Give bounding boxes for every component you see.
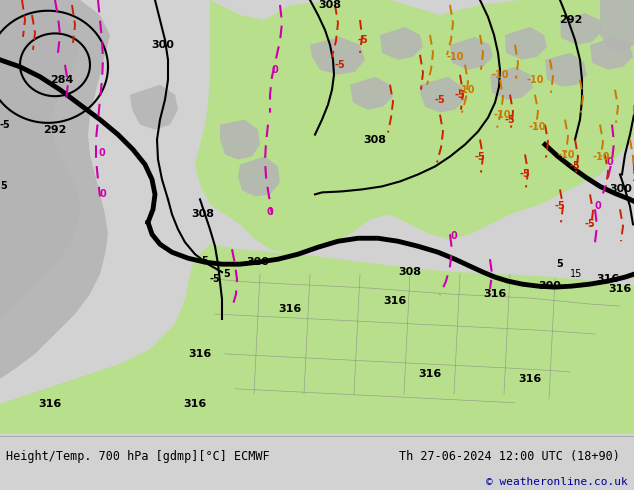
Polygon shape	[420, 77, 465, 113]
Text: 0: 0	[607, 157, 613, 168]
Text: -5: -5	[569, 162, 580, 172]
Text: -10: -10	[592, 151, 610, 162]
Text: 0: 0	[99, 147, 105, 157]
Text: -10: -10	[493, 110, 511, 120]
Text: 316: 316	[39, 399, 61, 409]
Text: 308: 308	[399, 267, 422, 277]
Text: -10: -10	[457, 85, 475, 95]
Text: © weatheronline.co.uk: © weatheronline.co.uk	[486, 477, 628, 487]
Text: 316: 316	[519, 374, 541, 384]
Polygon shape	[130, 85, 178, 129]
Text: 292: 292	[43, 124, 67, 135]
Text: -5: -5	[0, 120, 11, 130]
Text: 0: 0	[100, 190, 107, 199]
Text: 5: 5	[0, 181, 7, 192]
Polygon shape	[545, 53, 587, 87]
Text: 308: 308	[191, 209, 214, 220]
Text: 316: 316	[278, 304, 302, 314]
Polygon shape	[590, 37, 633, 70]
Polygon shape	[505, 27, 547, 60]
Polygon shape	[220, 120, 260, 160]
Text: 316: 316	[188, 349, 212, 359]
Text: 300: 300	[538, 281, 562, 291]
Polygon shape	[350, 77, 393, 110]
Text: 292: 292	[559, 15, 583, 25]
Text: 5: 5	[202, 256, 209, 266]
Text: 0: 0	[267, 207, 273, 218]
Text: 316: 316	[418, 369, 442, 379]
Polygon shape	[0, 0, 80, 319]
Text: 316: 316	[384, 296, 406, 306]
Text: 0: 0	[451, 231, 457, 241]
Text: Height/Temp. 700 hPa [gdmp][°C] ECMWF: Height/Temp. 700 hPa [gdmp][°C] ECMWF	[6, 450, 270, 463]
Text: -10: -10	[446, 52, 463, 62]
Text: -5: -5	[520, 170, 531, 179]
Text: -5: -5	[335, 60, 346, 70]
Text: 300: 300	[247, 257, 269, 267]
Text: 316: 316	[483, 289, 507, 299]
Text: -5: -5	[585, 220, 595, 229]
Text: -5: -5	[358, 35, 368, 45]
Text: 0: 0	[595, 201, 602, 211]
Polygon shape	[238, 156, 280, 196]
Text: -5: -5	[210, 274, 221, 284]
Text: 308: 308	[363, 135, 387, 145]
Text: 316: 316	[609, 284, 631, 294]
Text: 300: 300	[152, 40, 174, 50]
Polygon shape	[600, 0, 634, 53]
Text: 0: 0	[271, 65, 278, 75]
Text: -10: -10	[528, 122, 546, 132]
Polygon shape	[0, 244, 634, 434]
Text: -5: -5	[455, 90, 465, 99]
Polygon shape	[450, 37, 493, 70]
Text: -10: -10	[491, 70, 508, 80]
Text: 316: 316	[183, 399, 207, 409]
Polygon shape	[195, 0, 634, 254]
Text: 316: 316	[597, 274, 619, 284]
Text: -5: -5	[555, 201, 566, 211]
Text: -10: -10	[526, 75, 544, 85]
Text: 15: 15	[570, 269, 582, 279]
Text: Th 27-06-2024 12:00 UTC (18+90): Th 27-06-2024 12:00 UTC (18+90)	[399, 450, 620, 463]
Polygon shape	[560, 13, 602, 45]
Polygon shape	[310, 37, 365, 75]
Polygon shape	[0, 0, 110, 379]
Text: 308: 308	[318, 0, 342, 10]
Text: -10: -10	[557, 149, 575, 160]
Text: 5: 5	[557, 259, 564, 269]
Polygon shape	[380, 27, 423, 60]
Text: -5: -5	[435, 95, 445, 105]
Text: 5: 5	[223, 269, 230, 279]
Text: 284: 284	[50, 75, 74, 85]
Text: 300: 300	[609, 184, 633, 195]
Polygon shape	[490, 67, 533, 99]
Text: -5: -5	[475, 151, 486, 162]
Text: -5: -5	[505, 115, 515, 124]
